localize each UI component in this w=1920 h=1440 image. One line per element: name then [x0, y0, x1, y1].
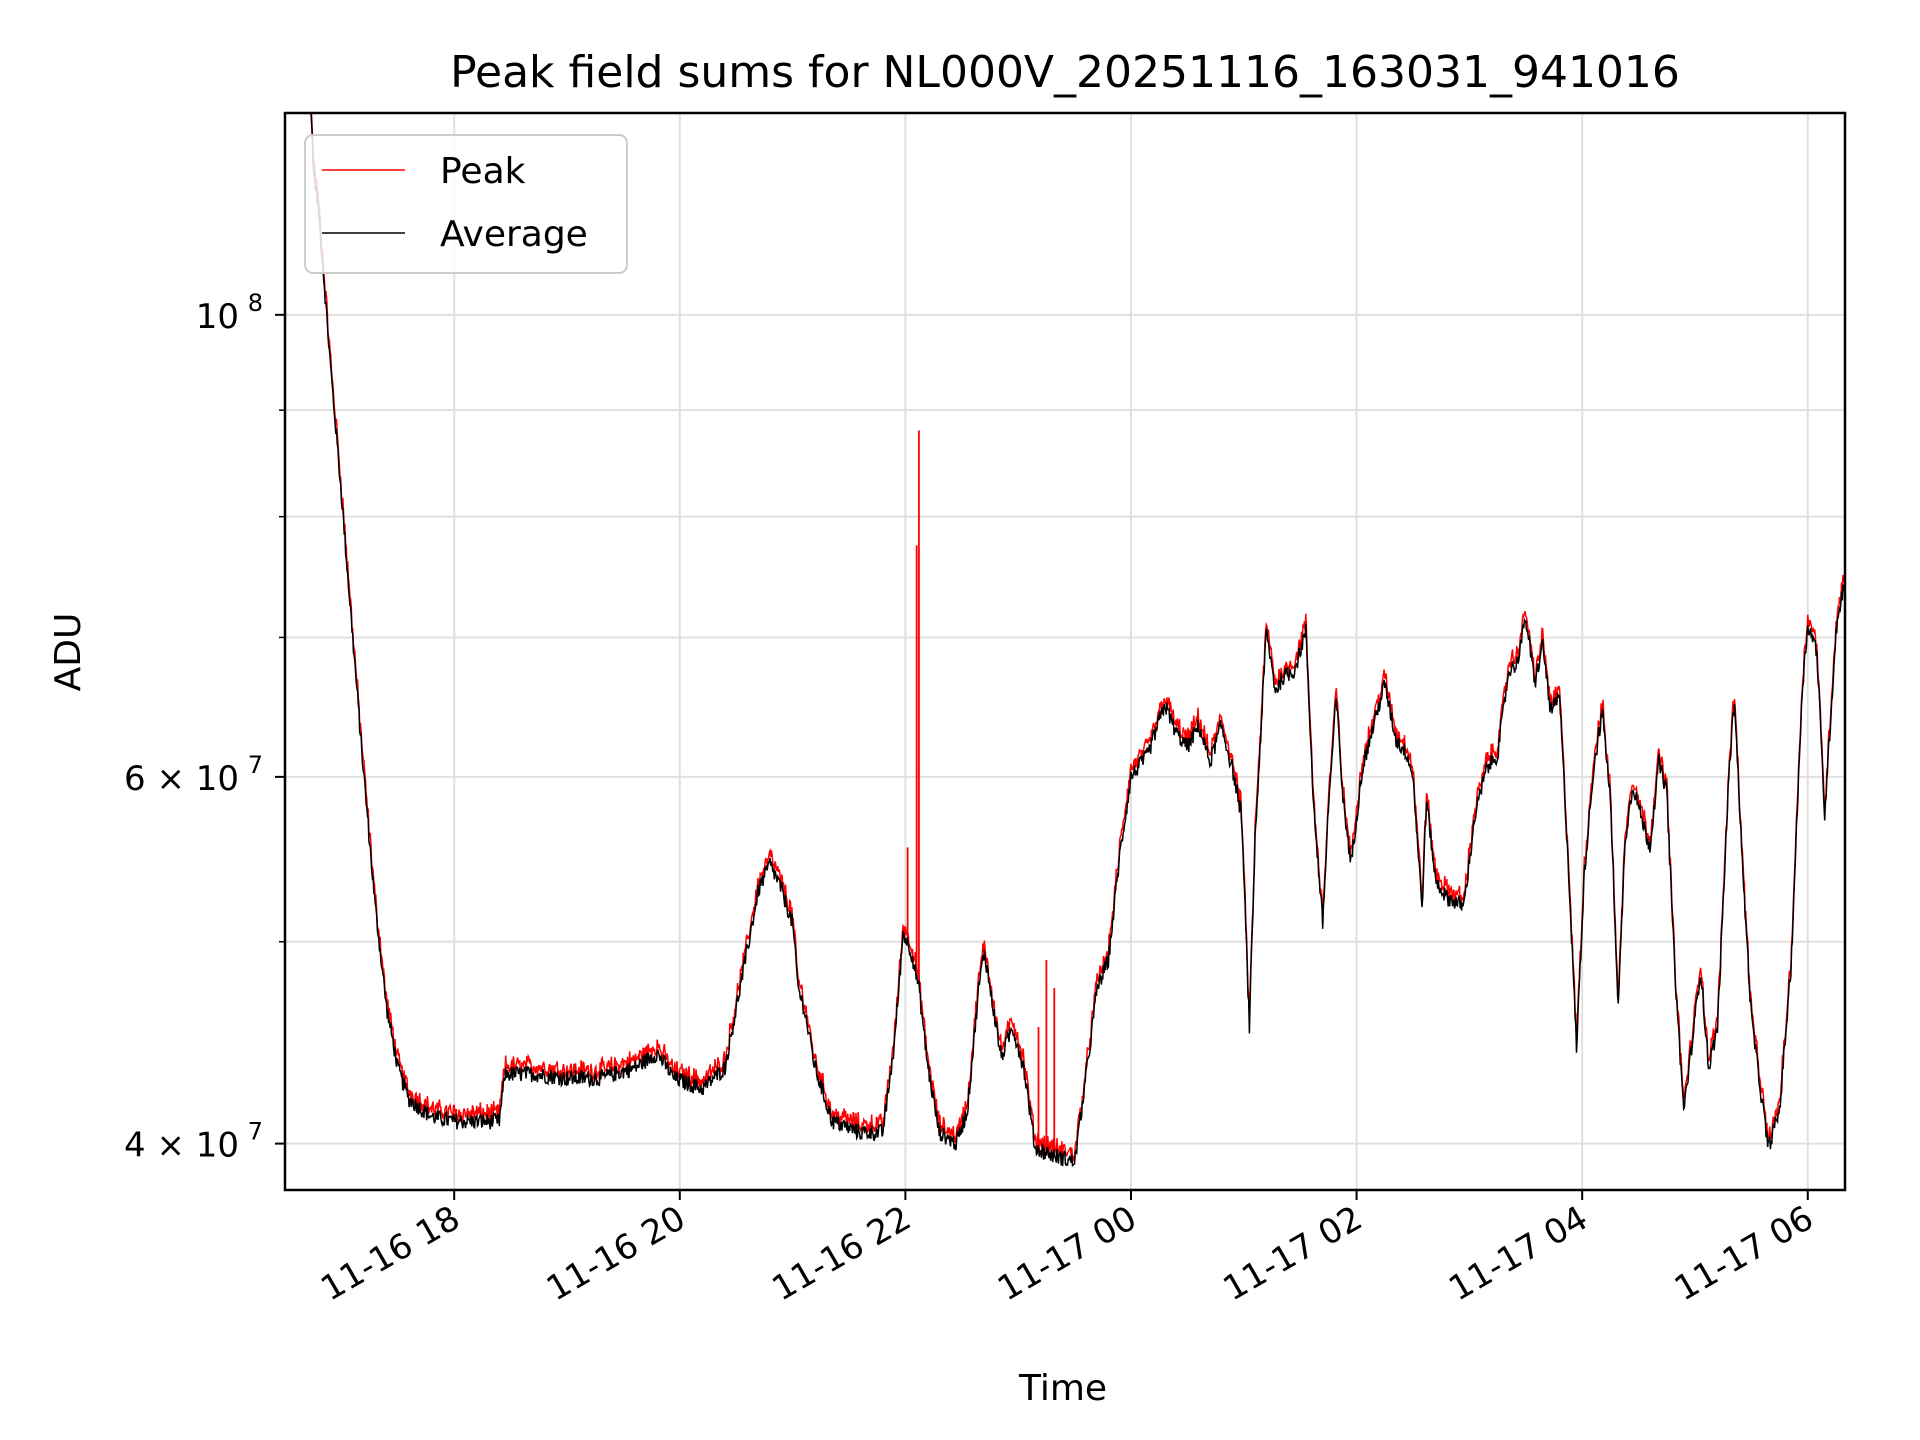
y-tick-exponent: 8	[248, 289, 263, 317]
y-tick-label: 6 × 10	[124, 759, 239, 799]
legend-average-label: Average	[440, 214, 588, 255]
grid	[285, 113, 1845, 1190]
y-tick-exponent: 7	[248, 751, 263, 779]
chart-title: Peak field sums for NL000V_20251116_1630…	[450, 47, 1680, 98]
x-axis-label: Time	[1018, 1368, 1107, 1409]
y-tick-label: 4 × 10	[124, 1126, 239, 1166]
legend-peak-label: Peak	[440, 151, 526, 192]
y-axis-label: ADU	[48, 613, 89, 692]
axes-frame	[283, 111, 1847, 1192]
series-average-line	[310, 113, 1845, 1168]
series-lines	[310, 113, 1845, 1168]
y-tick-label: 10	[196, 297, 239, 337]
legend: Peak Average	[304, 134, 628, 274]
plot-area	[310, 113, 1845, 1168]
y-tick-exponent: 7	[248, 1118, 263, 1146]
